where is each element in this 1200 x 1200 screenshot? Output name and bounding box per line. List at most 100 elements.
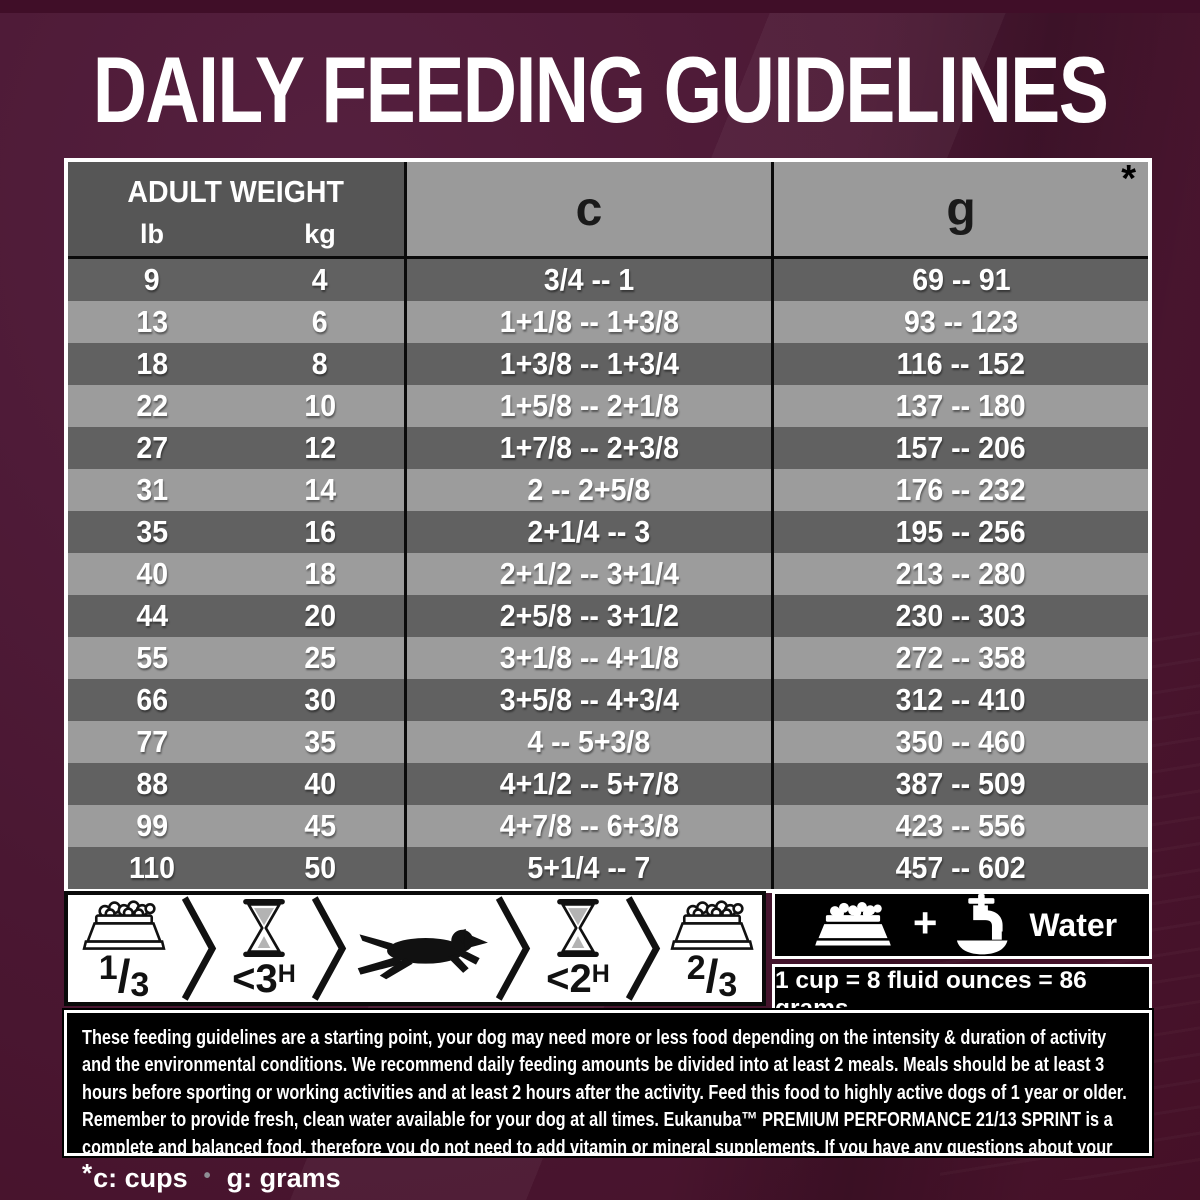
cups-cell: 4 -- 5+3/8 bbox=[404, 721, 771, 763]
cups-cell: 3/4 -- 1 bbox=[404, 259, 771, 301]
grams-range-value: 230 -- 303 bbox=[895, 598, 1027, 633]
cups-range-value: 4 -- 5+3/8 bbox=[527, 724, 651, 759]
table-row: 44 20 2+5/8 -- 3+1/2 230 -- 303 bbox=[68, 595, 1148, 637]
portion-before-segment: 1/3 bbox=[68, 895, 180, 1002]
cups-range-value: 3+5/8 -- 4+3/4 bbox=[499, 682, 679, 717]
grams-cell: 423 -- 556 bbox=[771, 805, 1148, 847]
cups-cell: 2+1/4 -- 3 bbox=[404, 511, 771, 553]
footnote-cups-label: c: cups bbox=[93, 1163, 188, 1193]
wait-before-segment: <3H bbox=[218, 895, 310, 1002]
lb-value: 55 bbox=[136, 640, 168, 675]
lb-value: 35 bbox=[136, 514, 168, 549]
cups-cell: 3+5/8 -- 4+3/4 bbox=[404, 679, 771, 721]
kg-cell: 18 bbox=[236, 553, 404, 595]
cups-range-value: 5+1/4 -- 7 bbox=[527, 850, 651, 885]
cups-range-value: 2+1/4 -- 3 bbox=[527, 514, 651, 549]
lb-cell: 99 bbox=[68, 805, 236, 847]
grams-cell: 230 -- 303 bbox=[771, 595, 1148, 637]
bullet-icon: • bbox=[203, 1165, 211, 1187]
kg-value: 20 bbox=[304, 598, 336, 633]
feeding-table: ADULT WEIGHT lb kg c g * 9 4 3/4 -- 1 6 9… bbox=[64, 158, 1152, 893]
running-dog-icon bbox=[357, 928, 488, 979]
table-row: 77 35 4 -- 5+3/8 350 -- 460 bbox=[68, 721, 1148, 763]
kg-value: 8 bbox=[312, 346, 328, 381]
food-bowl-filled-icon bbox=[815, 902, 891, 946]
top-accent-band bbox=[0, 0, 1200, 13]
table-row: 88 40 4+1/2 -- 5+7/8 387 -- 509 bbox=[68, 763, 1148, 805]
grams-range-value: 157 -- 206 bbox=[895, 430, 1027, 465]
kg-cell: 6 bbox=[236, 301, 404, 343]
kg-cell: 4 bbox=[236, 259, 404, 301]
lb-value: 66 bbox=[136, 682, 168, 717]
lb-cell: 44 bbox=[68, 595, 236, 637]
wait-after-label: <2H bbox=[546, 956, 610, 1001]
grams-range-value: 350 -- 460 bbox=[895, 724, 1027, 759]
wait-after-segment: <2H bbox=[532, 895, 624, 1002]
lb-column-header: lb bbox=[140, 219, 164, 249]
food-bowl-icon bbox=[82, 899, 166, 950]
grams-range-value: 116 -- 152 bbox=[896, 346, 1026, 381]
grams-cell: 195 -- 256 bbox=[771, 511, 1148, 553]
grams-cell: 350 -- 460 bbox=[771, 721, 1148, 763]
grams-column-header: g * bbox=[771, 160, 1148, 256]
cups-range-value: 1+3/8 -- 1+3/4 bbox=[499, 346, 679, 381]
feeding-notes-text: These feeding guidelines are a starting … bbox=[82, 1026, 1127, 1156]
cups-range-value: 4+7/8 -- 6+3/8 bbox=[499, 808, 679, 843]
cups-column-header: c bbox=[404, 162, 771, 256]
kg-cell: 8 bbox=[236, 343, 404, 385]
lb-value: 88 bbox=[136, 766, 168, 801]
portion-before-fraction: 1/3 bbox=[98, 948, 150, 1004]
table-row: 66 30 3+5/8 -- 4+3/4 312 -- 410 bbox=[68, 679, 1148, 721]
cups-cell: 1+3/8 -- 1+3/4 bbox=[404, 343, 771, 385]
lb-value: 22 bbox=[136, 388, 168, 423]
kg-cell: 14 bbox=[236, 469, 404, 511]
cups-cell: 5+1/4 -- 7 bbox=[404, 847, 771, 889]
schedule-sequence: 1/3 <3H bbox=[64, 891, 766, 1006]
lb-cell: 18 bbox=[68, 343, 236, 385]
footnote: * c: cups • g: grams bbox=[82, 1158, 341, 1194]
table-row: 35 16 2+1/4 -- 3 195 -- 256 bbox=[68, 511, 1148, 553]
grams-cell: 93 -- 123 bbox=[771, 301, 1148, 343]
cups-range-value: 3+1/8 -- 4+1/8 bbox=[499, 640, 679, 675]
lb-cell: 35 bbox=[68, 511, 236, 553]
lb-value: 9 bbox=[144, 262, 160, 297]
lb-cell: 88 bbox=[68, 763, 236, 805]
grams-cell: 176 -- 232 bbox=[771, 469, 1148, 511]
grams-range-value: 387 -- 509 bbox=[895, 766, 1027, 801]
lb-cell: 66 bbox=[68, 679, 236, 721]
lb-value: 110 bbox=[128, 850, 175, 885]
water-panel: + Water 1 cup = 8 fluid ounces = 86 gram… bbox=[772, 891, 1152, 1026]
lb-cell: 13 bbox=[68, 301, 236, 343]
lb-cell: 55 bbox=[68, 637, 236, 679]
kg-value: 14 bbox=[304, 472, 336, 507]
cups-cell: 3+1/8 -- 4+1/8 bbox=[404, 637, 771, 679]
kg-cell: 35 bbox=[236, 721, 404, 763]
grams-range-value: 93 -- 123 bbox=[903, 304, 1019, 339]
table-row: 22 10 1+5/8 -- 2+1/8 137 -- 180 bbox=[68, 385, 1148, 427]
kg-column-header: kg bbox=[304, 219, 336, 249]
cups-range-value: 2+5/8 -- 3+1/2 bbox=[499, 598, 679, 633]
kg-value: 10 bbox=[304, 388, 336, 423]
grams-range-value: 272 -- 358 bbox=[895, 640, 1027, 675]
water-label: Water bbox=[1029, 906, 1118, 943]
kg-cell: 50 bbox=[236, 847, 404, 889]
table-row: 27 12 1+7/8 -- 2+3/8 157 -- 206 bbox=[68, 427, 1148, 469]
cups-range-value: 3/4 -- 1 bbox=[543, 262, 635, 297]
table-header: ADULT WEIGHT lb kg c g * bbox=[68, 160, 1148, 259]
table-row: 13 6 1+1/8 -- 1+3/8 93 -- 123 bbox=[68, 301, 1148, 343]
grams-range-value: 312 -- 410 bbox=[895, 682, 1027, 717]
kg-value: 4 bbox=[312, 262, 328, 297]
kg-value: 16 bbox=[304, 514, 336, 549]
grams-range-value: 423 -- 556 bbox=[895, 808, 1027, 843]
kg-value: 40 bbox=[304, 766, 336, 801]
lb-cell: 40 bbox=[68, 553, 236, 595]
food-plus-water-box: + Water bbox=[772, 891, 1152, 959]
grams-cell: 457 -- 602 bbox=[771, 847, 1148, 889]
portion-after-segment: 2/3 bbox=[662, 895, 762, 1002]
grams-range-value: 195 -- 256 bbox=[895, 514, 1027, 549]
kg-cell: 16 bbox=[236, 511, 404, 553]
cups-range-value: 4+1/2 -- 5+7/8 bbox=[499, 766, 679, 801]
cups-cell: 2+5/8 -- 3+1/2 bbox=[404, 595, 771, 637]
lb-cell: 9 bbox=[68, 259, 236, 301]
